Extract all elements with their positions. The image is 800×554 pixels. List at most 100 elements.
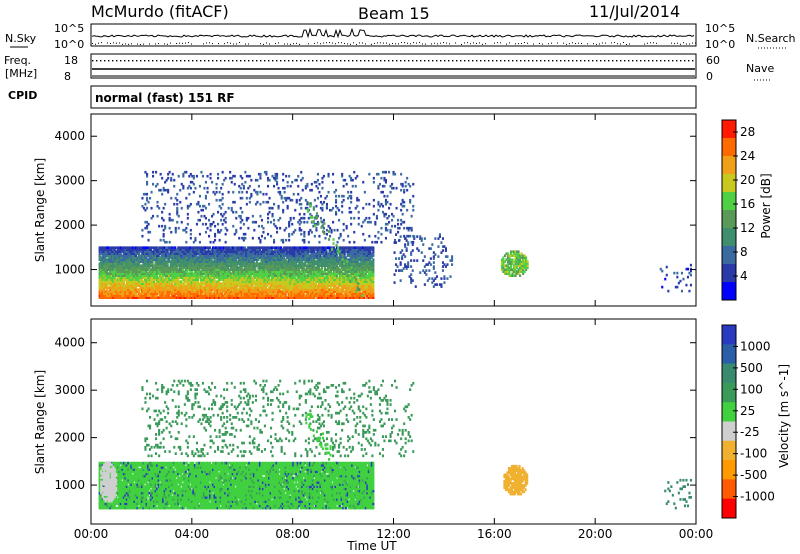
- range-cell: [107, 296, 110, 299]
- range-cell: [205, 268, 208, 271]
- range-cell: [160, 296, 163, 299]
- range-cell: [284, 282, 287, 285]
- range-cell: [124, 264, 127, 267]
- range-cell: [219, 248, 222, 251]
- range-cell: [101, 294, 104, 297]
- range-cell: [113, 282, 116, 285]
- range-cell: [162, 232, 165, 236]
- range-cell: [263, 274, 266, 277]
- range-cell: [154, 268, 157, 271]
- range-cell: [190, 258, 193, 261]
- range-cell: [348, 290, 351, 293]
- range-cell: [202, 252, 205, 255]
- range-cell: [134, 294, 137, 297]
- range-cell: [190, 290, 193, 293]
- range-cell: [193, 262, 196, 265]
- range-cell: [320, 276, 323, 279]
- range-cell: [240, 256, 243, 259]
- range-cell: [316, 264, 319, 267]
- range-cell: [245, 258, 248, 261]
- range-cell: [260, 288, 263, 291]
- range-cell: [367, 258, 370, 261]
- range-cell: [169, 292, 172, 295]
- range-cell: [367, 294, 370, 297]
- range-cell: [118, 290, 121, 293]
- range-cell: [342, 250, 345, 253]
- range-cell: [164, 224, 167, 228]
- range-cell: [316, 292, 319, 295]
- range-cell: [209, 292, 212, 295]
- range-cell: [345, 258, 348, 261]
- range-cell: [162, 238, 165, 242]
- nsearch-point: [551, 42, 552, 44]
- range-cell: [178, 266, 181, 269]
- range-cell: [271, 286, 274, 289]
- range-cell: [367, 260, 370, 263]
- range-cell: [151, 296, 154, 299]
- range-cell: [128, 252, 131, 255]
- range-cell: [363, 288, 366, 291]
- range-cell: [98, 262, 101, 265]
- range-cell: [156, 200, 159, 204]
- range-cell: [263, 296, 266, 299]
- range-cell: [299, 258, 302, 261]
- range-cell: [196, 270, 199, 273]
- range-cell: [343, 250, 346, 253]
- range-cell: [320, 296, 323, 299]
- range-cell: [225, 262, 228, 265]
- range-cell: [168, 276, 171, 279]
- range-cell: [218, 250, 221, 253]
- range-cell: [316, 286, 319, 289]
- range-cell: [224, 262, 227, 265]
- range-cell: [125, 288, 128, 291]
- range-cell: [292, 280, 295, 283]
- range-cell: [112, 290, 115, 293]
- nave-point: [284, 60, 286, 62]
- range-cell: [319, 268, 322, 271]
- range-cell: [268, 294, 271, 297]
- range-cell: [328, 254, 331, 257]
- range-cell: [228, 282, 231, 285]
- range-cell: [118, 288, 121, 291]
- range-cell: [222, 246, 225, 249]
- range-cell: [293, 256, 296, 259]
- range-cell: [128, 276, 131, 279]
- range-cell: [195, 248, 198, 251]
- range-cell: [328, 266, 331, 269]
- range-cell: [198, 282, 201, 285]
- range-cell: [334, 274, 337, 277]
- range-cell: [275, 294, 278, 297]
- range-cell: [140, 258, 143, 261]
- range-cell: [160, 262, 163, 265]
- range-cell: [193, 286, 196, 289]
- range-cell: [319, 252, 322, 255]
- range-cell: [213, 292, 216, 295]
- range-cell: [228, 252, 231, 255]
- range-cell: [287, 266, 290, 269]
- range-cell: [252, 248, 255, 251]
- range-cell: [121, 258, 124, 261]
- range-cell: [109, 280, 112, 283]
- range-cell: [143, 272, 146, 275]
- range-cell: [243, 262, 246, 265]
- range-cell: [307, 276, 310, 279]
- range-cell: [171, 292, 174, 295]
- range-cell: [370, 278, 373, 281]
- range-cell: [231, 270, 234, 273]
- range-cell: [169, 290, 172, 293]
- range-cell: [189, 272, 192, 275]
- range-cell: [272, 294, 275, 297]
- range-cell: [367, 248, 370, 251]
- range-cell: [186, 270, 189, 273]
- range-cell: [101, 254, 104, 257]
- range-cell: [326, 286, 329, 289]
- range-cell: [360, 246, 363, 249]
- range-cell: [134, 254, 137, 257]
- range-cell: [283, 286, 286, 289]
- range-cell: [274, 252, 277, 255]
- range-cell: [372, 294, 375, 297]
- range-cell: [260, 272, 263, 275]
- nave-point: [188, 60, 190, 62]
- range-cell: [193, 254, 196, 257]
- range-cell: [154, 248, 157, 251]
